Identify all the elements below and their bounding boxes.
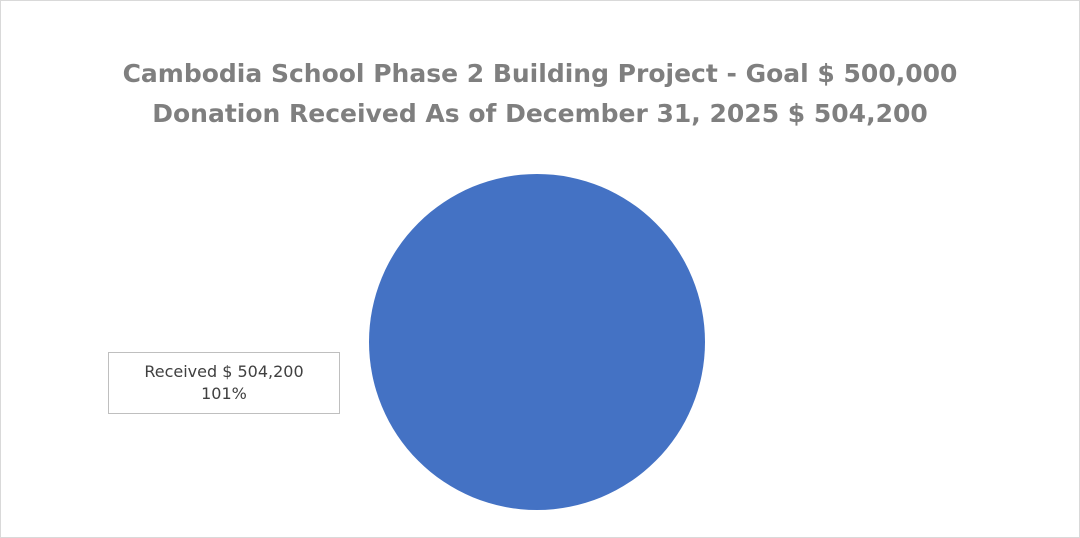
pie-slices (369, 174, 705, 510)
data-label-percent: 101% (201, 384, 247, 403)
chart-subtitle: Donation Received As of December 31, 202… (152, 99, 928, 128)
chart-title: Cambodia School Phase 2 Building Project… (122, 59, 958, 88)
data-label-value: $ 504,200 (222, 362, 304, 381)
data-label-category: Received (144, 362, 218, 381)
pie-slice-received (369, 174, 705, 510)
data-label-received: Received $ 504,200 101% (108, 352, 340, 414)
